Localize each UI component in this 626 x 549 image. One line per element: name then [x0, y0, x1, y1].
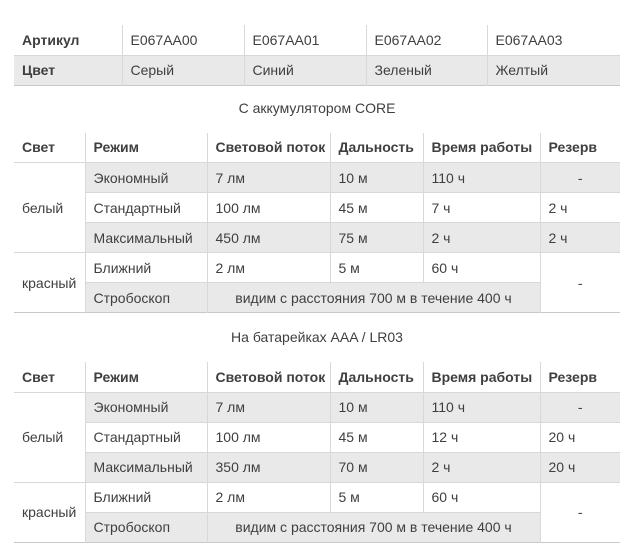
range-cell: 5 м: [329, 481, 423, 512]
col-header-mode: Режим: [84, 132, 207, 163]
flux-cell: 7 лм: [206, 391, 330, 422]
mode-cell: Стандартный: [84, 192, 207, 223]
col-header-flux: Световой поток: [206, 362, 330, 392]
light-white-cell: белый: [14, 162, 85, 253]
col-header-mode: Режим: [84, 362, 207, 392]
col-header-time: Время работы: [422, 362, 540, 392]
article-row-label: Артикул: [22, 31, 80, 48]
spec-row-near: красный Ближний 2 лм 5 м 60 ч -: [14, 481, 620, 542]
range-cell: 10 м: [329, 162, 423, 193]
flux-cell: 450 лм: [206, 222, 330, 253]
red-reserve-cell: -: [539, 481, 620, 542]
range-cell: 45 м: [329, 192, 423, 223]
article-value: E067AA02: [365, 25, 487, 55]
spec-row-max: Максимальный 450 лм 75 м 2 ч 2 ч: [14, 222, 620, 253]
mode-cell: Стробоскоп: [84, 511, 207, 542]
range-cell: 75 м: [329, 222, 423, 253]
mode-cell: Ближний: [84, 481, 207, 512]
range-cell: 5 м: [329, 252, 423, 283]
mode-cell: Ближний: [84, 252, 207, 283]
strobe-note-cell: видим с расстояния 700 м в течение 400 ч: [206, 282, 540, 313]
reserve-cell: 2 ч: [539, 192, 620, 223]
light-red-cell: красный: [14, 252, 85, 313]
reserve-cell: 2 ч: [539, 222, 620, 253]
spec-header-row: Свет Режим Световой поток Дальность Врем…: [14, 132, 620, 163]
spec-row-standard: Стандартный 100 лм 45 м 7 ч 2 ч: [14, 192, 620, 223]
article-color-table: Артикул E067AA00 E067AA01 E067AA02 E067A…: [14, 25, 620, 86]
flux-cell: 2 лм: [206, 252, 330, 283]
color-value: Серый: [121, 54, 244, 85]
range-cell: 70 м: [329, 451, 423, 482]
spec-row-max: Максимальный 350 лм 70 м 2 ч 20 ч: [14, 451, 620, 482]
spec-header-row: Свет Режим Световой поток Дальность Врем…: [14, 362, 620, 392]
light-white-cell: белый: [14, 391, 85, 482]
reserve-cell: 20 ч: [539, 451, 620, 482]
spec-row-near: красный Ближний 2 лм 5 м 60 ч -: [14, 252, 620, 313]
col-header-range: Дальность: [329, 362, 423, 392]
color-row-label: Цвет: [14, 54, 122, 85]
range-cell: 10 м: [329, 391, 423, 422]
col-header-range: Дальность: [329, 132, 423, 163]
flux-cell: 100 лм: [206, 421, 330, 452]
flux-cell: 350 лм: [206, 451, 330, 482]
strobe-note-cell: видим с расстояния 700 м в течение 400 ч: [206, 511, 540, 542]
col-header-time: Время работы: [422, 132, 540, 163]
mode-cell: Экономный: [84, 162, 207, 193]
time-cell: 60 ч: [422, 481, 540, 512]
col-header-flux: Световой поток: [206, 132, 330, 163]
time-cell: 12 ч: [422, 421, 540, 452]
article-value: E067AA01: [243, 25, 366, 55]
spec-row-standard: Стандартный 100 лм 45 м 12 ч 20 ч: [14, 421, 620, 452]
reserve-cell: -: [539, 162, 620, 193]
mode-cell: Максимальный: [84, 222, 207, 253]
red-reserve-cell: -: [539, 252, 620, 313]
article-value: E067AA00: [121, 25, 244, 55]
section-title-core: С аккумулятором CORE: [238, 99, 396, 116]
time-cell: 2 ч: [422, 222, 540, 253]
article-row: Артикул E067AA00 E067AA01 E067AA02 E067A…: [14, 25, 620, 55]
spec-row-strobe: Стробоскоп видим с расстояния 700 м в те…: [14, 511, 620, 542]
time-cell: 60 ч: [422, 252, 540, 283]
color-value: Желтый: [486, 54, 620, 85]
reserve-cell: -: [539, 391, 620, 422]
spec-row-economy: белый Экономный 7 лм 10 м 110 ч -: [14, 391, 620, 482]
mode-cell: Стандартный: [84, 421, 207, 452]
section-title-aaa: На батарейках AAA / LR03: [231, 329, 403, 345]
flux-cell: 100 лм: [206, 192, 330, 223]
reserve-cell: 20 ч: [539, 421, 620, 452]
time-cell: 7 ч: [422, 192, 540, 223]
flux-cell: 2 лм: [206, 481, 330, 512]
article-value: E067AA03: [486, 25, 620, 55]
time-cell: 110 ч: [422, 391, 540, 422]
col-header-light: Свет: [22, 368, 55, 385]
col-header-reserve: Резерв: [539, 132, 620, 163]
light-red-cell: красный: [14, 481, 85, 542]
spec-table-core: Свет Режим Световой поток Дальность Врем…: [14, 132, 620, 313]
spec-table-aaa: Свет Режим Световой поток Дальность Врем…: [14, 362, 620, 543]
range-cell: 45 м: [329, 421, 423, 452]
color-row: Цвет Серый Синий Зеленый Желтый: [14, 54, 620, 85]
col-header-light: Свет: [22, 139, 55, 156]
mode-cell: Стробоскоп: [84, 282, 207, 313]
flux-cell: 7 лм: [206, 162, 330, 193]
mode-cell: Экономный: [84, 391, 207, 422]
spec-row-strobe: Стробоскоп видим с расстояния 700 м в те…: [14, 282, 620, 313]
spec-row-economy: белый Экономный 7 лм 10 м 110 ч -: [14, 162, 620, 253]
time-cell: 110 ч: [422, 162, 540, 193]
color-value: Зеленый: [365, 54, 487, 85]
col-header-reserve: Резерв: [539, 362, 620, 392]
time-cell: 2 ч: [422, 451, 540, 482]
mode-cell: Максимальный: [84, 451, 207, 482]
color-value: Синий: [243, 54, 366, 85]
